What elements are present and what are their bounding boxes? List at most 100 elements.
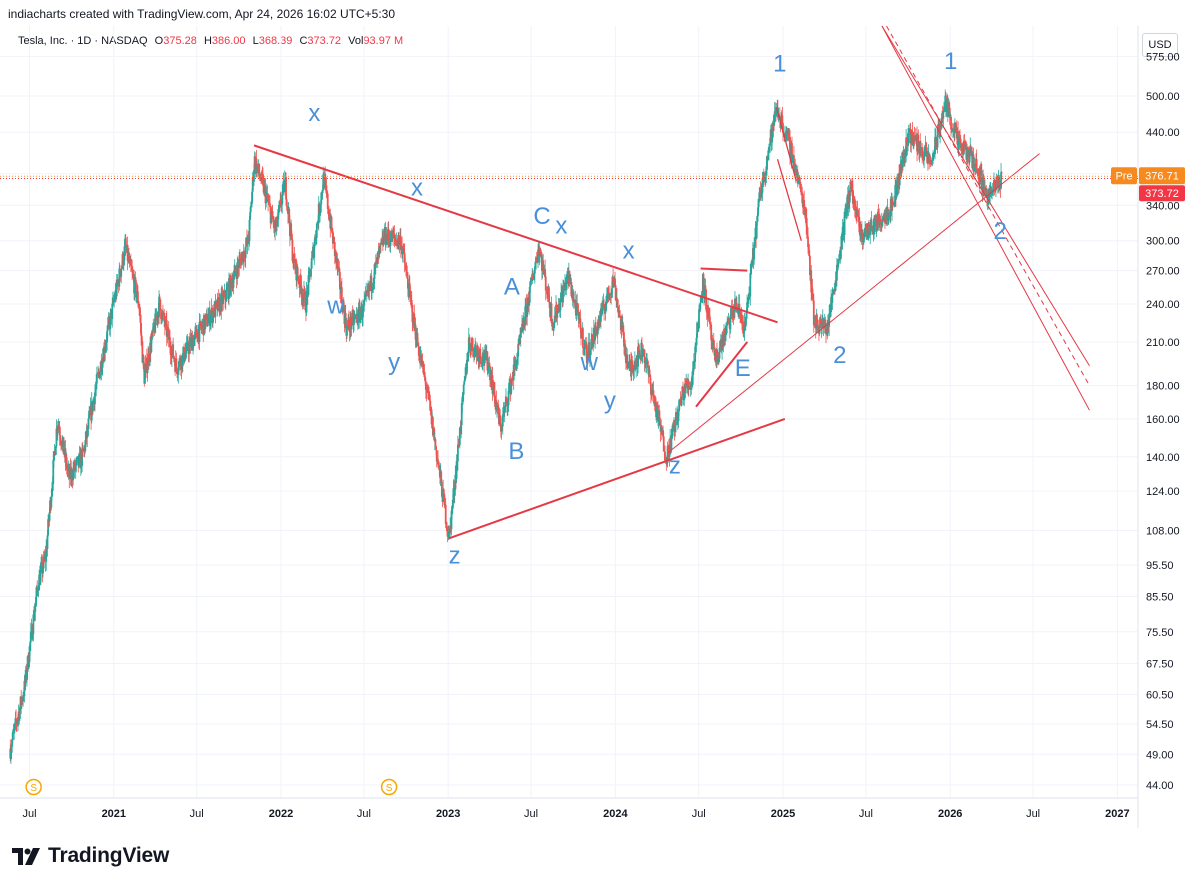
volume-value: 93.97 M (363, 35, 404, 47)
wave-label-15: 2 (833, 342, 846, 369)
candle-body (500, 426, 503, 432)
candle-body (146, 365, 149, 374)
candle-body (181, 353, 184, 367)
candle-body (728, 317, 731, 325)
candle-body (476, 348, 479, 352)
candle-body (477, 351, 480, 362)
candle-body (61, 440, 64, 447)
candle-body (138, 309, 141, 316)
candle-body (712, 341, 715, 350)
candle-body (809, 256, 811, 276)
brand-footer[interactable]: TradingView (12, 844, 169, 868)
candle-body (766, 156, 768, 167)
candle-body (529, 281, 532, 287)
candle-body (670, 435, 673, 450)
candle-body (113, 299, 116, 301)
candle-body (440, 471, 443, 482)
wave-label-7: C (533, 203, 550, 230)
candle-body (622, 325, 625, 333)
candle-body (347, 319, 350, 329)
wave-label-1: w (326, 293, 345, 320)
candle-body (487, 367, 489, 371)
candle-body (385, 244, 387, 245)
candle-body (725, 325, 727, 334)
candle-body (568, 270, 571, 283)
candle-body (370, 275, 373, 291)
y-tick-label-20: 49.00 (1146, 749, 1174, 761)
candle-body (251, 177, 254, 192)
candle-body (319, 208, 321, 215)
candle-body (224, 290, 227, 300)
wedge-bottom (776, 159, 802, 241)
candle-body (566, 274, 568, 284)
candle-body (265, 194, 268, 204)
candle-body (442, 489, 445, 495)
candle-body (11, 731, 14, 740)
candle-body (435, 446, 437, 451)
split-event-icon (25, 778, 42, 796)
candle-body (738, 303, 741, 309)
candle-body (698, 309, 700, 329)
candle-body (614, 285, 617, 301)
candle-body (251, 191, 253, 204)
candle-body (297, 276, 300, 282)
candle-body (700, 298, 702, 303)
symbol-legend[interactable]: Tesla, Inc. · 1D · NASDAQ O375.28 H386.0… (18, 35, 403, 47)
candle-body (353, 316, 356, 319)
candle-body (430, 407, 432, 410)
currency-button[interactable]: USD (1142, 33, 1178, 57)
candle-body (961, 143, 963, 149)
candle-body (594, 326, 597, 341)
candle-body (993, 179, 996, 188)
candle-body (704, 285, 707, 290)
candle-body (787, 133, 790, 138)
candle-body (921, 147, 924, 158)
candle-body (962, 140, 965, 155)
candle-body (272, 218, 275, 222)
candle-body (403, 253, 406, 264)
candle-body (959, 138, 962, 149)
low-label: L (252, 35, 259, 47)
candle-body (204, 315, 207, 320)
candle-body (394, 237, 396, 240)
symbol-name[interactable]: Tesla, Inc. · 1D · NASDAQ (18, 35, 148, 47)
candle-body (758, 192, 761, 202)
candle-body (404, 263, 407, 270)
lower-triangle-line (448, 417, 786, 540)
candle-body (710, 324, 713, 341)
wave-label-5: A (504, 274, 520, 301)
candle-body (832, 292, 834, 294)
candle-body (717, 358, 720, 363)
candle-body (201, 325, 203, 329)
candle-body (51, 484, 54, 489)
candle-body (32, 614, 35, 635)
candle-body (229, 275, 232, 281)
candle-body (624, 344, 627, 356)
candle-body (753, 244, 756, 260)
candle-body (169, 347, 172, 356)
candle-body (408, 283, 411, 291)
candle-body (645, 361, 648, 365)
candle-body (104, 348, 107, 353)
candle-body (137, 303, 140, 306)
candle-body (982, 177, 985, 191)
candle-body (92, 400, 94, 412)
y-tick-label-13: 108.00 (1146, 525, 1180, 537)
candle-body (921, 157, 924, 159)
candle-body (406, 278, 409, 289)
candle-body (308, 270, 311, 273)
candle-body (194, 329, 197, 332)
candle-body (161, 312, 164, 321)
candle-body (495, 400, 498, 410)
candle-body (288, 208, 291, 223)
volume-label: Vol (348, 35, 364, 47)
candle-body (304, 292, 307, 311)
high-label: H (203, 35, 212, 47)
candle-body (586, 353, 589, 364)
candle-body (724, 333, 727, 342)
candle-body (225, 289, 228, 302)
candle-body (623, 332, 625, 347)
wave-label-11: x (623, 237, 635, 264)
candle-body (517, 343, 520, 345)
